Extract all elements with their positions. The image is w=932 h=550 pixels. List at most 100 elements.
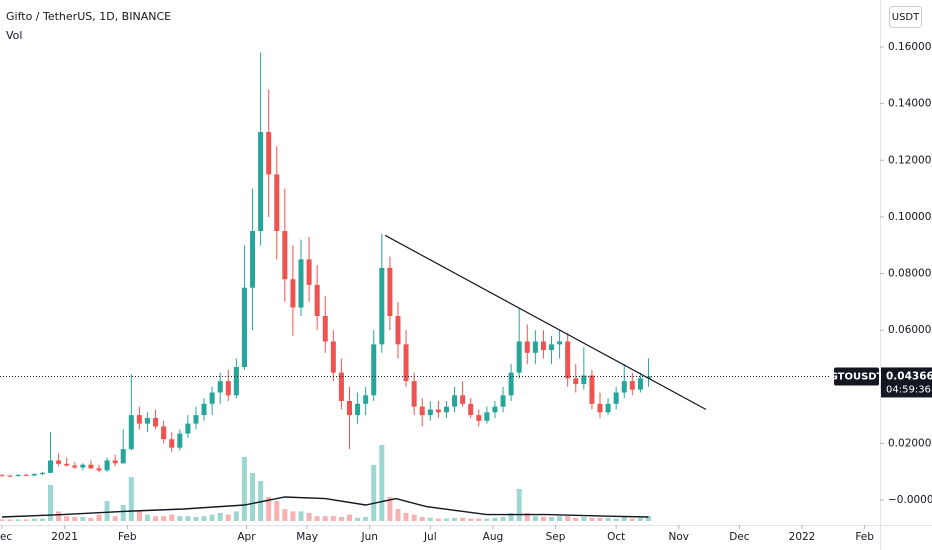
candle-body: [387, 267, 393, 317]
volume-bar: [201, 516, 207, 521]
candle-body: [177, 433, 183, 448]
candle-body: [169, 439, 175, 448]
volume-bar: [153, 516, 159, 521]
volume-bar: [613, 518, 619, 521]
candle-body: [128, 415, 134, 450]
y-tick-label: 0.14000: [888, 98, 931, 110]
candle-body: [112, 460, 118, 464]
volume-bar: [637, 517, 643, 521]
candle-body: [540, 341, 546, 350]
volume-bar: [193, 517, 199, 521]
candle-body: [64, 463, 70, 466]
volume-bar: [177, 516, 183, 521]
candle-body: [72, 465, 78, 468]
volume-bar: [589, 517, 595, 521]
candle-body: [306, 259, 312, 285]
volume-bar: [225, 514, 231, 521]
candle-body: [153, 417, 159, 427]
volume-bar: [338, 517, 344, 521]
candle-body: [460, 395, 466, 404]
candle-body: [266, 131, 272, 175]
candle-body: [338, 372, 344, 401]
currency-button[interactable]: [889, 6, 922, 28]
candle-body: [233, 366, 239, 396]
volume-bar: [136, 511, 142, 521]
candle-body: [0, 475, 5, 477]
candle-body: [346, 400, 352, 416]
volume-bar: [23, 519, 29, 521]
candle-body: [427, 409, 433, 416]
volume-bar: [532, 516, 538, 521]
volume-bar: [379, 445, 385, 521]
volume-bar: [241, 457, 247, 521]
candle-body: [532, 341, 538, 353]
volume-bar: [64, 516, 70, 521]
candle-body: [144, 417, 150, 424]
volume-bar: [48, 485, 54, 521]
currency-label[interactable]: USDT: [892, 12, 920, 23]
candle-body: [96, 468, 102, 471]
volume-bar: [15, 519, 21, 521]
volume-bar: [306, 513, 312, 521]
x-tick-label: Nov: [669, 531, 690, 543]
candle-body: [565, 341, 571, 379]
candle-body: [468, 403, 474, 416]
candle-body: [613, 392, 619, 404]
candle-body: [621, 381, 627, 393]
candle-body: [589, 375, 595, 404]
volume-bar: [290, 511, 296, 521]
volume-bar: [516, 489, 522, 521]
x-tick-label: Dec: [0, 531, 12, 543]
candle-body: [88, 464, 94, 469]
volume-bar: [104, 501, 110, 521]
x-tick-label: May: [296, 531, 318, 543]
volume-bar: [629, 518, 635, 521]
candle-body: [597, 403, 603, 413]
candle-body: [363, 395, 369, 404]
volume-bar: [56, 511, 62, 521]
candle-body: [419, 406, 425, 416]
volume-bar: [31, 518, 37, 521]
volume-bar: [508, 513, 514, 521]
volume-bar: [540, 517, 546, 521]
x-tick-label: Feb: [855, 531, 874, 543]
candle-body: [476, 415, 482, 421]
volume-bar: [322, 516, 328, 521]
candle-body: [322, 316, 328, 342]
candle-body: [395, 316, 401, 345]
candle-body: [120, 449, 126, 464]
volume-bar: [355, 517, 361, 521]
volume-bar: [549, 517, 555, 521]
price-tag-bg: [881, 367, 932, 398]
volume-bar: [492, 517, 498, 521]
candle-body: [48, 460, 54, 473]
candle-body: [201, 403, 207, 416]
candle-body: [355, 403, 361, 416]
x-tick-label: 2021: [51, 531, 78, 543]
volume-bar: [80, 517, 86, 521]
symbol-tag: GTOUSDT: [830, 371, 884, 382]
candle-body: [524, 341, 530, 353]
volume-bar: [128, 477, 134, 521]
candle-body: [217, 381, 223, 393]
candle-body: [573, 378, 579, 384]
y-tick-label: 0.16000: [888, 41, 931, 53]
candle-body: [443, 406, 449, 413]
volume-bar: [250, 473, 256, 521]
chart-title: Gifto / TetherUS, 1D, BINANCE: [6, 10, 171, 23]
volume-bar: [605, 517, 611, 521]
candle-body: [209, 392, 215, 404]
volume-label: Vol: [6, 29, 22, 42]
candle-body: [411, 381, 417, 407]
volume-bar: [581, 517, 587, 521]
candle-body: [31, 474, 37, 476]
candle-body: [193, 415, 199, 424]
countdown: 04:59:36: [886, 384, 931, 395]
volume-bar: [443, 518, 449, 521]
y-tick-label: 0.02000: [888, 437, 931, 449]
candle-body: [258, 131, 264, 232]
candle-body: [508, 372, 514, 396]
volume-bar: [282, 509, 288, 521]
